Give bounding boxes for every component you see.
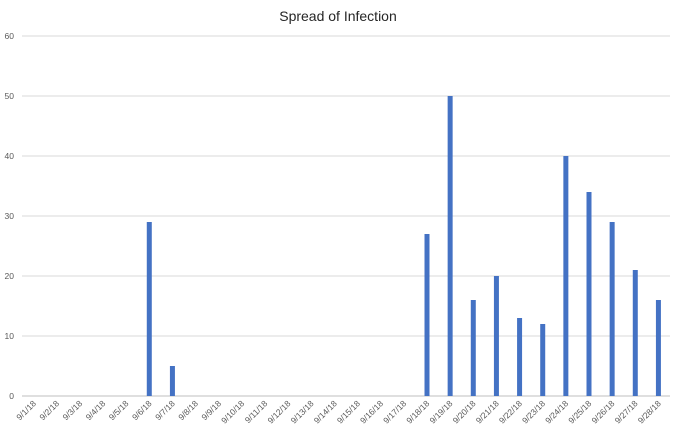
x-tick-label: 9/2/18 [37,398,61,422]
x-tick-label: 9/15/18 [335,398,362,425]
x-tick-label: 9/25/18 [566,398,593,425]
x-tick-label: 9/28/18 [636,398,663,425]
bar [470,300,476,396]
bar [169,366,175,396]
x-tick-label: 9/21/18 [474,398,501,425]
gridlines [22,35,670,397]
x-tick-label: 9/16/18 [358,398,385,425]
x-tick-label: 9/24/18 [543,398,570,425]
x-tick-label: 9/11/18 [243,398,270,425]
y-tick-label: 0 [9,391,14,401]
bar [424,234,430,396]
bar [609,222,615,396]
y-tick-label: 40 [5,151,15,161]
x-tick-label: 9/6/18 [130,398,154,422]
x-tick-label: 9/4/18 [84,398,108,422]
x-tick-label: 9/14/18 [312,398,339,425]
bar [632,270,638,396]
bar [146,222,152,396]
x-tick-label: 9/12/18 [265,398,292,425]
chart-title: Spread of Infection [279,8,397,24]
x-tick-label: 9/19/18 [427,398,454,425]
x-tick-label: 9/22/18 [497,398,524,425]
x-tick-label: 9/23/18 [520,398,547,425]
x-axis-tick-labels: 9/1/18 9/2/18 9/3/18 9/4/18 9/5/18 9/6/18 9/7/… [14,398,663,425]
bars [146,96,661,396]
x-tick-label: 9/7/18 [153,398,177,422]
y-axis-tick-labels: 0 10 20 30 40 50 60 [5,31,15,401]
x-tick-label: 9/13/18 [289,398,316,425]
x-tick-label: 9/26/18 [589,398,616,425]
x-tick-label: 9/10/18 [219,398,246,425]
x-tick-label: 9/3/18 [60,398,84,422]
x-tick-label: 9/1/18 [14,398,38,422]
x-tick-label: 9/18/18 [404,398,431,425]
bar [655,300,661,396]
bar [586,192,592,396]
x-tick-label: 9/27/18 [613,398,640,425]
y-tick-label: 10 [5,331,15,341]
bar [563,156,569,396]
x-tick-label: 9/17/18 [381,398,408,425]
y-tick-label: 20 [5,271,15,281]
bar [493,276,499,396]
bar [517,318,523,396]
x-tick-label: 9/20/18 [451,398,478,425]
x-tick-label: 9/8/18 [176,398,200,422]
y-tick-label: 50 [5,91,15,101]
y-tick-label: 30 [5,211,15,221]
y-tick-label: 60 [5,31,15,41]
bar [447,96,453,396]
bar [540,324,546,396]
x-tick-label: 9/5/18 [107,398,131,422]
